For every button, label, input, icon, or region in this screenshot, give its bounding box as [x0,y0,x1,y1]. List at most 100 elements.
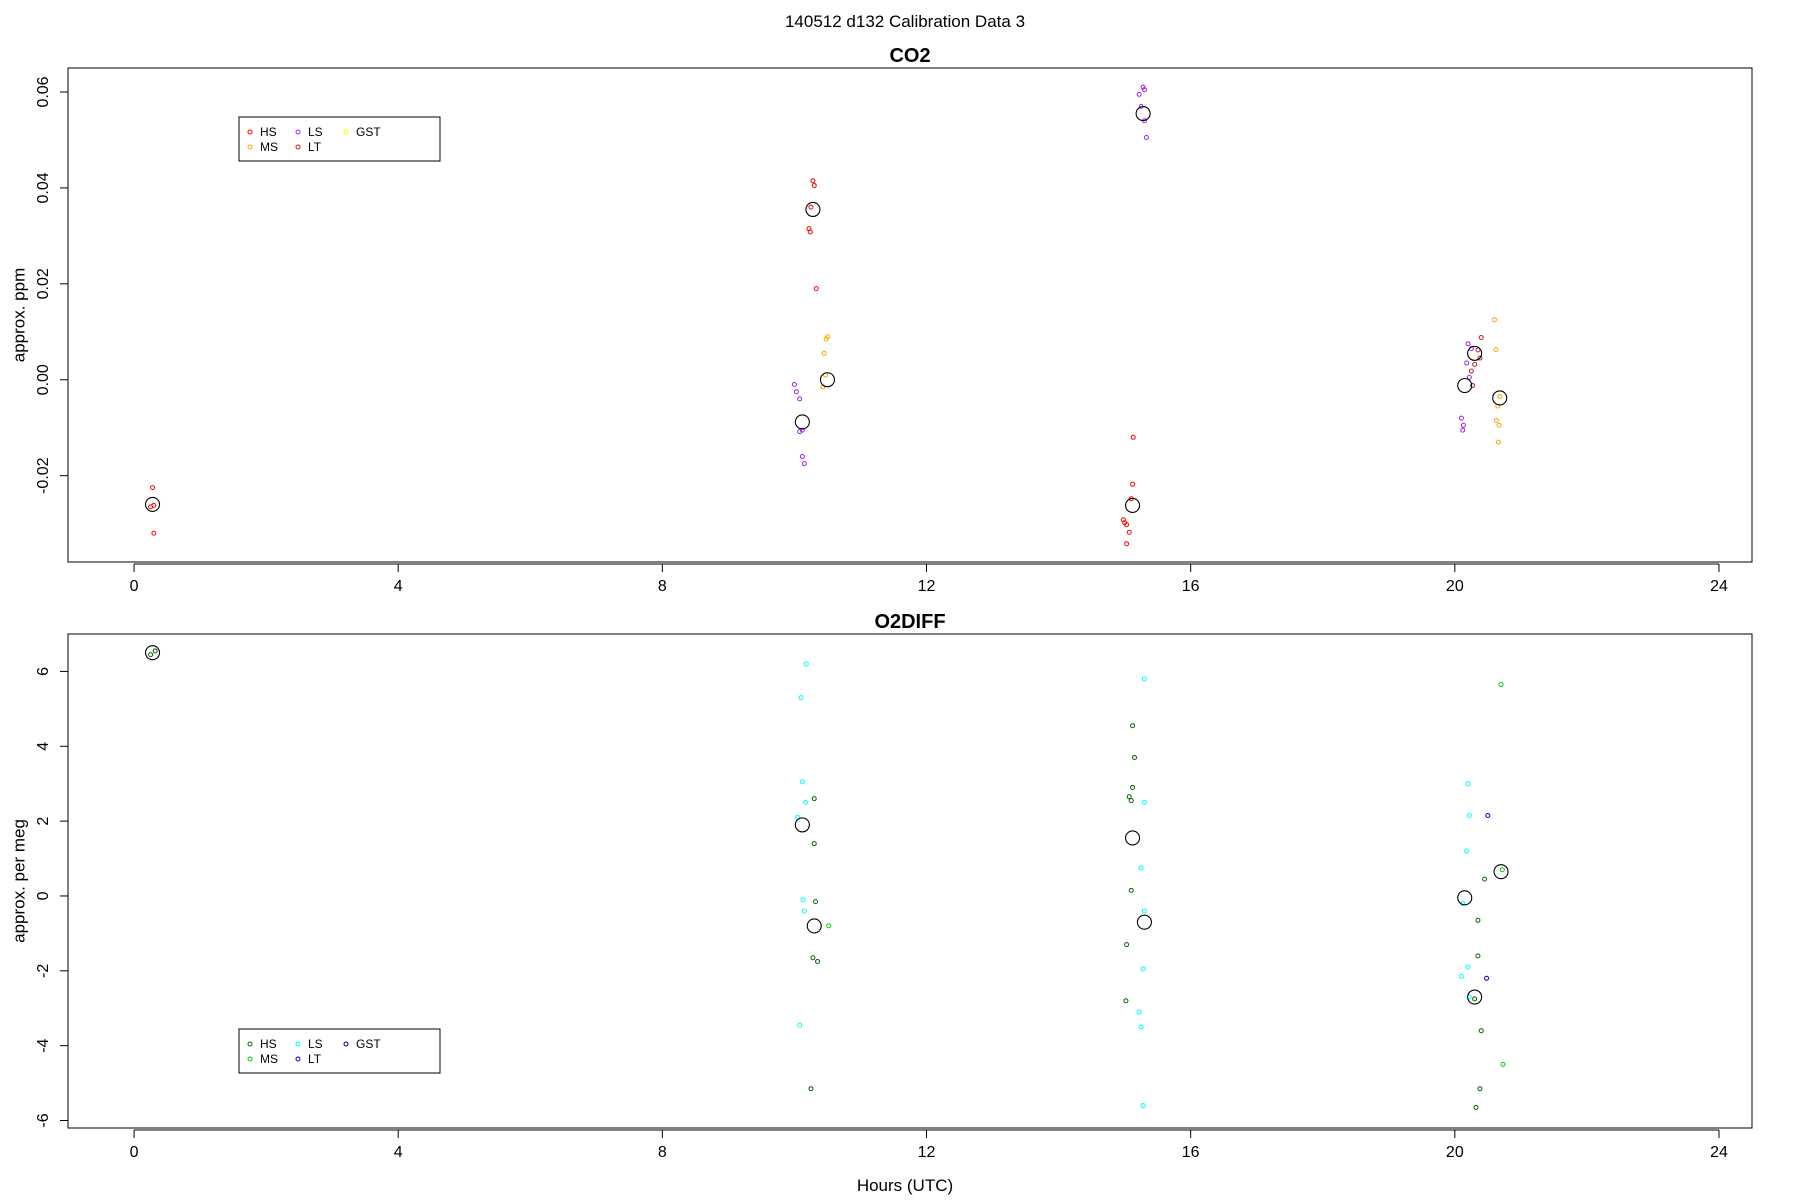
o2diff-legend-label: GST [356,1037,381,1051]
o2diff-legend-marker [247,1056,253,1062]
o2diff-panel: O2DIFF approx. per meg 0 4 8 12 16 20 24-6-4-2… [9,611,1753,1161]
co2-point-lt [1472,361,1478,367]
o2diff-mean-marker [144,645,161,661]
o2diff-point-ls [799,779,805,785]
o2diff-mean-marker [1493,864,1509,880]
o2diff-point-hs [1475,953,1481,959]
co2-legend-label: MS [260,140,278,154]
co2-legend-label: HS [260,125,277,139]
co2-mean-marker [1467,345,1483,361]
o2diff-point-ls [800,897,806,903]
co2-point-ls [1136,91,1142,97]
o2diff-x-tick-label: 20 [1446,1144,1464,1161]
co2-legend-label: LS [308,125,323,139]
co2-point-hs [1126,529,1132,535]
co2-panel: CO2 approx. ppm 0 4 8 12 16 20 24 -0.02 0.00 0.02… [9,45,1753,595]
o2diff-point-hs [1130,723,1136,729]
co2-legend-marker [343,129,349,135]
co2-point-lt [1478,335,1484,341]
co2-point-ms [1495,403,1501,409]
o2diff-point-ls [1466,813,1472,819]
o2diff-point-ls [1141,908,1147,914]
co2-point-hs [807,229,813,235]
co2-point-hs [1122,520,1128,526]
o2diff-mean-marker [1125,830,1141,846]
o2diff-point-ls [1464,848,1470,854]
co2-point-hs [1130,434,1136,440]
co2-point-ls [1460,422,1466,428]
o2diff-point-ls [1138,1024,1144,1030]
co2-mean-marker [794,414,810,430]
o2diff-point-lt [1484,975,1490,981]
o2diff-point-ls [1140,966,1146,972]
o2diff-point-ls [1141,799,1147,805]
o2diff-y-tick-label: 0 [35,891,52,900]
co2-point-ls [1143,135,1149,141]
o2diff-point-hs [148,652,154,658]
o2diff-point-lt [1485,813,1491,819]
co2-point-hs [1130,481,1136,487]
co2-y-axis-label: approx. ppm [9,268,28,363]
o2diff-legend-marker [247,1041,253,1047]
co2-x-tick-label: 4 [394,578,403,595]
co2-axes: 0 4 8 12 16 20 24 -0.02 0.00 0.02 0.04 0.06 [35,67,1753,595]
co2-point-ls [799,453,805,459]
o2diff-point-hs [813,899,819,905]
co2-y-tick-label: 0.02 [35,268,52,299]
co2-point-hs [811,183,817,189]
co2-point-ls [1460,427,1466,433]
co2-mean-marker [1492,390,1508,406]
co2-x-tick-label: 24 [1710,578,1728,595]
o2diff-panel-title: O2DIFF [874,611,945,633]
o2diff-legend-marker [295,1056,301,1062]
co2-point-hs [1124,541,1130,547]
co2-mean-marker [805,201,821,218]
co2-legend-label: GST [356,125,381,139]
o2diff-y-tick-label: 2 [35,817,52,826]
o2diff-point-ls [803,799,809,805]
o2diff-point-hs [815,958,821,964]
co2-mean-marker [144,496,161,512]
o2diff-point-ls [1458,973,1464,979]
co2-point-lt [1477,355,1483,361]
o2diff-point-hs [1130,784,1136,790]
co2-mean-marker [1125,497,1141,513]
o2diff-legend-marker [295,1041,301,1047]
co2-point-ls [801,461,807,467]
co2-point-ls [1458,415,1464,421]
o2diff-legend-label: LS [308,1037,323,1051]
o2diff-point-hs [1123,998,1129,1004]
o2diff-point-ls [1140,1103,1146,1109]
o2diff-point-ls [801,908,807,914]
co2-legend-marker [295,144,301,150]
o2diff-point-ls [1138,865,1144,871]
o2diff-mean-marker [1467,989,1483,1005]
co2-point-ls [1141,87,1147,93]
co2-point-ms [1493,347,1499,353]
o2diff-point-ms [1500,1061,1506,1067]
o2diff-legend-label: MS [260,1052,278,1066]
figure-title: 140512 d132 Calibration Data 3 [785,12,1025,31]
o2diff-point-hs [1475,917,1481,923]
co2-x-tick-label: 12 [918,578,936,595]
o2diff-point-hs [1472,996,1478,1002]
co2-point-hs [150,485,156,491]
co2-data-points [144,84,1508,547]
co2-x-tick-label: 16 [1182,578,1200,595]
co2-point-ls [791,382,797,388]
co2-point-ls [797,429,803,435]
o2diff-point-hs [1477,1086,1483,1092]
co2-y-tick-label: 0.06 [35,76,52,107]
co2-y-tick-label: -0.02 [35,457,52,494]
co2-point-ms [823,336,829,342]
co2-point-lt [1468,368,1474,374]
co2-point-ms [1495,439,1501,445]
o2diff-y-tick-label: 4 [35,742,52,751]
o2diff-point-ls [797,1022,803,1028]
co2-mean-marker [1457,377,1473,394]
o2diff-point-ls [1465,781,1471,787]
co2-point-lt [1475,347,1481,353]
